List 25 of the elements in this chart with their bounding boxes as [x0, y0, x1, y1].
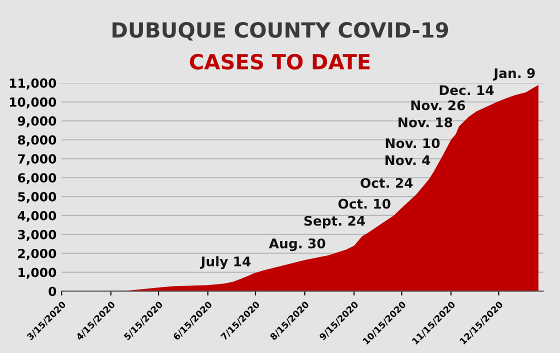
y-tick-label: 0 [48, 286, 56, 296]
y-tick-label: 3,000 [18, 230, 56, 241]
y-tick-label: 2,000 [18, 248, 56, 260]
annotation: Sept. 24 [304, 216, 365, 228]
y-tick-label: 9,000 [18, 116, 56, 128]
annotation: Nov. 26 [411, 100, 466, 110]
annotation: Jan. 9 [492, 68, 535, 81]
chart-title: DUBUQUE COUNTY COVID-19 [112, 22, 448, 41]
y-tick-label: 6,000 [18, 173, 56, 184]
annotation: Dec. 14 [440, 85, 494, 96]
annotation: Oct. 10 [338, 198, 390, 209]
annotation: Nov. 18 [398, 117, 452, 128]
annotation: Aug. 30 [268, 238, 326, 252]
annotation: Nov. 4 [386, 155, 430, 166]
y-tick-label: 5,000 [18, 192, 56, 204]
annotation: Nov. 10 [386, 138, 440, 148]
y-tick-label: 1,000 [18, 268, 56, 279]
y-tick-label: 8,000 [18, 135, 56, 146]
annotation: July 14 [200, 256, 251, 270]
chart-subtitle: CASES TO DATE [190, 54, 370, 70]
y-tick-label: 10,000 [10, 97, 56, 108]
y-tick-label: 11,000 [10, 78, 56, 90]
y-tick-label: 4,000 [18, 210, 56, 222]
annotation: Oct. 24 [360, 178, 413, 188]
y-tick-label: 7,000 [18, 154, 56, 166]
